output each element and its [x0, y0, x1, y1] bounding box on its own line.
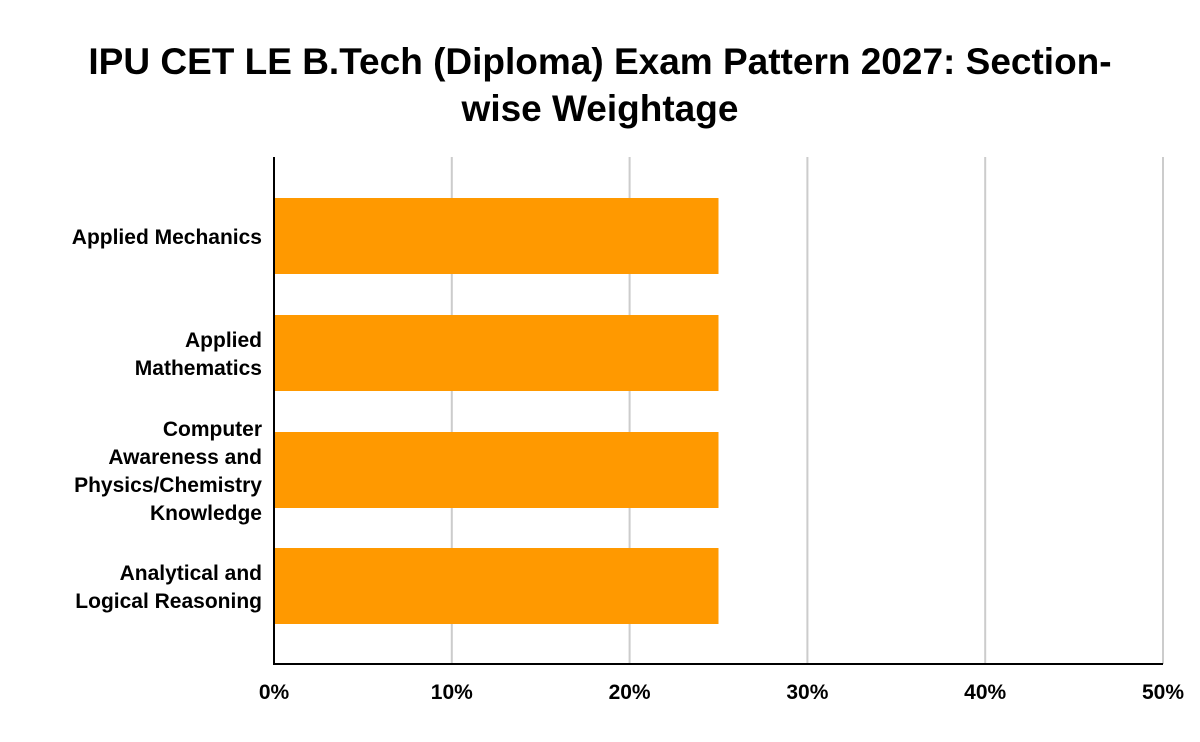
category-label-line: Applied	[185, 329, 262, 352]
category-label-0: Applied Mechanics	[72, 226, 262, 249]
chart-title-line-2: wise Weightage	[461, 88, 739, 129]
x-tick-labels: 0% 10% 20% 30% 40% 50%	[259, 681, 1185, 704]
category-label-line: Computer	[163, 418, 262, 441]
category-label-line: Applied Mechanics	[72, 226, 262, 249]
bars	[274, 198, 719, 624]
x-tick-label-3: 30%	[786, 681, 828, 704]
bar-1	[274, 315, 719, 391]
category-labels: Applied Mechanics Applied Mathematics Compu…	[72, 226, 263, 613]
bar-0	[274, 198, 719, 274]
category-label-line: Logical Reasoning	[75, 590, 262, 613]
category-label-line: Physics/Chemistry	[74, 474, 262, 497]
category-label-line: Awareness and	[108, 446, 262, 469]
x-tick-label-4: 40%	[964, 681, 1006, 704]
category-label-2: Computer Awareness and Physics/Chemistry Kn…	[74, 418, 262, 525]
x-tick-label-2: 20%	[609, 681, 651, 704]
category-label-1: Applied Mathematics	[135, 329, 262, 380]
x-tick-label-0: 0%	[259, 681, 290, 704]
x-tick-label-5: 50%	[1142, 681, 1184, 704]
category-label-3: Analytical and Logical Reasoning	[75, 562, 262, 613]
chart-title-line-1: IPU CET LE B.Tech (Diploma) Exam Pattern…	[88, 41, 1112, 82]
bar-2	[274, 432, 719, 508]
axes	[273, 157, 1163, 665]
category-label-line: Mathematics	[135, 357, 262, 380]
x-tick-label-1: 10%	[431, 681, 473, 704]
bar-3	[274, 548, 719, 624]
category-label-line: Knowledge	[150, 502, 262, 525]
chart-title: IPU CET LE B.Tech (Diploma) Exam Pattern…	[0, 38, 1200, 132]
category-label-line: Analytical and	[120, 562, 262, 585]
